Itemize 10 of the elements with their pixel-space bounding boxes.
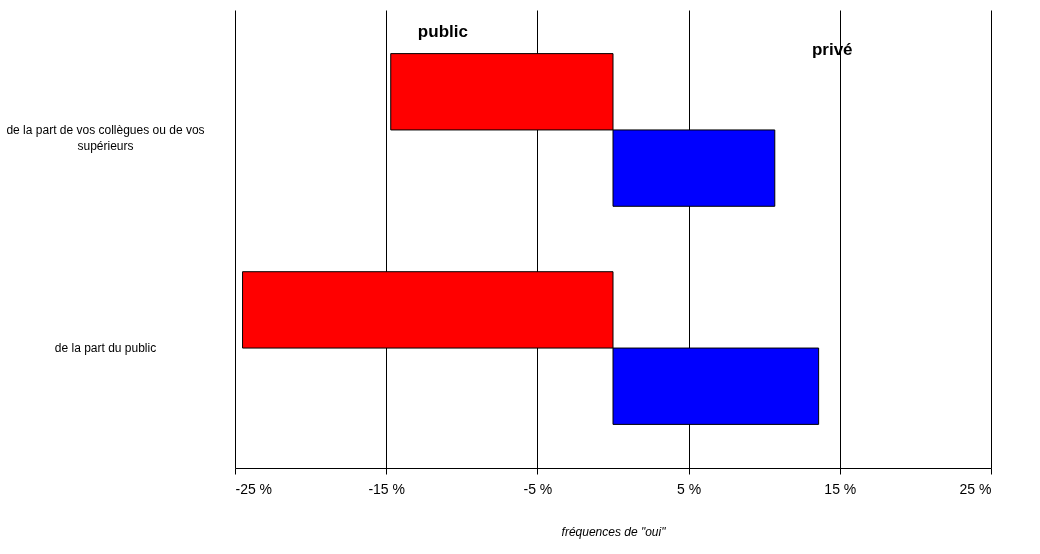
series-label: public bbox=[417, 22, 468, 41]
x-tick-label: 25 % bbox=[959, 480, 992, 497]
x-tick-label: -15 % bbox=[368, 480, 405, 497]
x-axis-title: fréquences de "oui" bbox=[561, 524, 667, 539]
x-tick-label: -5 % bbox=[523, 480, 553, 497]
y-tick-label: de la part de vos collègues ou de vos supérieurs bbox=[6, 122, 205, 153]
y-tick-label: de la part du public bbox=[54, 341, 157, 356]
x-tick-label: -25 % bbox=[235, 480, 273, 497]
x-tick-label: 15 % bbox=[824, 480, 857, 497]
x-tick-label: 5 % bbox=[677, 480, 702, 497]
